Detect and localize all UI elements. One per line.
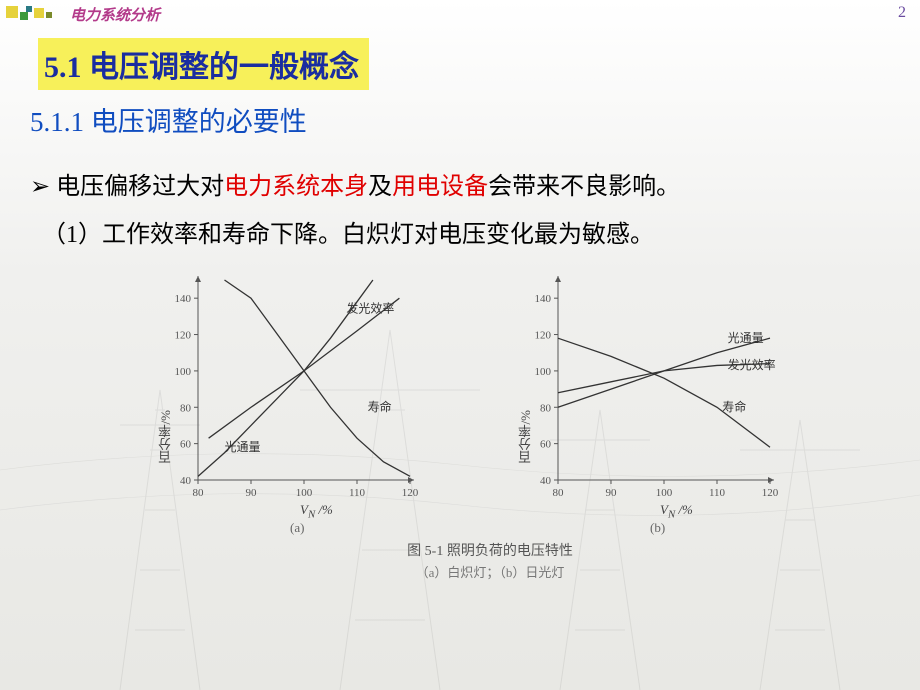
subline-text: （1）工作效率和寿命下降。白炽灯对电压变化最为敏感。 [42, 214, 654, 249]
bullet-red-1: 电力系统本身 [224, 174, 368, 200]
svg-text:140: 140 [175, 293, 192, 305]
svg-text:100: 100 [296, 487, 313, 499]
bullet-text: ➢电压偏移过大对电力系统本身及用电设备会带来不良影响。 [30, 166, 680, 201]
panel-b-label: (b) [650, 520, 665, 536]
svg-text:120: 120 [535, 330, 552, 342]
bullet-seg-3: 会带来不良影响。 [488, 174, 680, 200]
svg-text:90: 90 [246, 487, 258, 499]
svg-text:光通量: 光通量 [728, 331, 764, 345]
subsection-title: 5.1.1 电压调整的必要性 [30, 100, 307, 139]
svg-text:发光效率: 发光效率 [728, 357, 776, 372]
svg-text:60: 60 [540, 439, 552, 451]
bullet-seg-1: 电压偏移过大对 [56, 174, 224, 200]
svg-text:100: 100 [656, 487, 673, 499]
figure-subcaption: （a）白炽灯；（b）日光灯 [140, 562, 840, 581]
chart-panel-b: 百分率/% 8090100110120406080100120140光通量发光效… [520, 270, 780, 530]
header-title: 电力系统分析 [70, 4, 160, 25]
svg-text:120: 120 [402, 487, 419, 499]
svg-text:120: 120 [175, 330, 192, 342]
bullet-arrow-icon: ➢ [30, 173, 50, 200]
chart-panel-a: 百分率/% 8090100110120406080100120140发光效率寿命… [160, 270, 420, 530]
svg-text:110: 110 [709, 487, 726, 499]
figure-caption: 图 5-1 照明负荷的电压特性 [140, 540, 840, 560]
bullet-red-2: 用电设备 [392, 174, 488, 200]
figure: 百分率/% 80 90 100 110 120 40 60 80 100 120 140 发光效率寿命… [140, 270, 840, 580]
logo-icon [6, 6, 56, 28]
svg-text:发光效率: 发光效率 [346, 301, 394, 316]
svg-text:120: 120 [762, 487, 779, 499]
svg-text:光通量: 光通量 [225, 440, 261, 454]
xlabel-a: VN /% [300, 502, 333, 521]
svg-text:60: 60 [180, 439, 192, 451]
bullet-seg-2: 及 [368, 174, 392, 200]
svg-text:40: 40 [180, 475, 192, 487]
section-title: 5.1 电压调整的一般概念 [38, 38, 369, 90]
svg-text:寿命: 寿命 [722, 399, 746, 414]
ylabel-b: 百分率/% [516, 410, 535, 463]
svg-text:100: 100 [175, 366, 192, 378]
page-number: 2 [898, 4, 906, 22]
svg-text:90: 90 [606, 487, 618, 499]
svg-text:80: 80 [540, 402, 552, 414]
svg-text:110: 110 [349, 487, 366, 499]
svg-text:80: 80 [553, 487, 565, 499]
ylabel-a: 百分率/% [156, 410, 175, 463]
svg-text:40: 40 [540, 475, 552, 487]
panel-a-label: (a) [290, 520, 304, 536]
svg-text:140: 140 [535, 293, 552, 305]
svg-text:100: 100 [535, 366, 552, 378]
xlabel-b: VN /% [660, 502, 693, 521]
svg-text:寿命: 寿命 [368, 399, 392, 414]
svg-text:80: 80 [193, 487, 205, 499]
svg-text:80: 80 [180, 402, 192, 414]
header: 电力系统分析 2 [0, 0, 920, 26]
